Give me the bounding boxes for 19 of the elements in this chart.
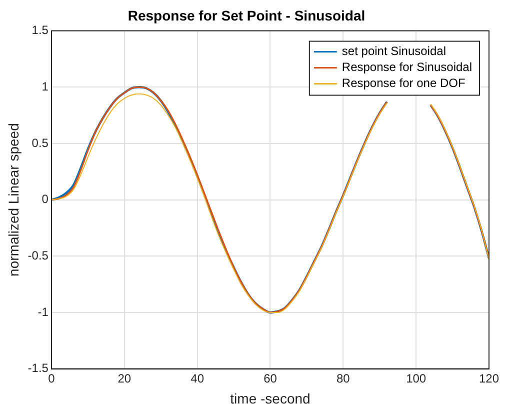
- legend-label: Response for Sinusoidal: [342, 60, 472, 74]
- x-tick-label: 60: [264, 371, 278, 386]
- legend-label: set point Sinusoidal: [342, 44, 446, 58]
- y-tick-label: 1: [42, 79, 49, 94]
- x-tick-label: 80: [336, 371, 350, 386]
- y-tick-label: 1.5: [32, 23, 49, 38]
- x-tick-label: 20: [118, 371, 132, 386]
- x-tick-label: 120: [478, 371, 500, 386]
- y-tick-label: 0.5: [32, 136, 49, 150]
- y-tick-label: 0: [42, 192, 49, 206]
- x-axis-title: time -second: [230, 390, 310, 406]
- y-tick-label: -0.5: [28, 248, 49, 262]
- x-tick-label: 100: [406, 371, 426, 386]
- x-tick-label: 40: [190, 371, 204, 386]
- y-axis-title: normalized Linear speed: [5, 123, 22, 276]
- y-tick-label: -1: [38, 304, 49, 319]
- legend-label: Response for one DOF: [342, 76, 466, 90]
- chart-title: Response for Set Point - Sinusoidal: [128, 7, 366, 24]
- y-tick-label: -1.5: [28, 361, 49, 376]
